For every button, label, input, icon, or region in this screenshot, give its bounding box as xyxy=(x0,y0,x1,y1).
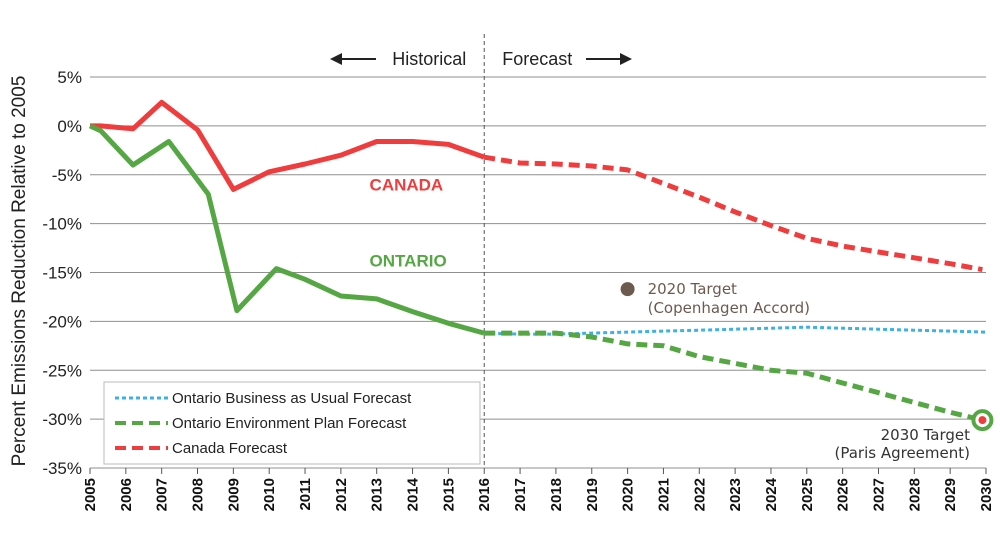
x-tick-label: 2029 xyxy=(942,478,959,511)
y-tick-label: -35% xyxy=(42,459,82,478)
y-tick-label: -15% xyxy=(42,264,82,283)
period-labels: Historical Forecast xyxy=(330,49,632,69)
legend-label: Ontario Environment Plan Forecast xyxy=(172,415,407,432)
y-tick-label: -25% xyxy=(42,361,82,380)
x-tick-label: 2014 xyxy=(405,477,422,511)
x-tick-label: 2012 xyxy=(333,478,350,511)
x-tick-label: 2022 xyxy=(691,478,708,511)
legend-label: Canada Forecast xyxy=(172,440,288,457)
x-tick-label: 2010 xyxy=(261,478,278,511)
x-tick-label: 2020 xyxy=(620,478,637,511)
y-tick-label: -5% xyxy=(52,166,82,185)
y-tick-label: -30% xyxy=(42,410,82,429)
x-axis-ticks: 2005 2006 2007 2008 2009 2010 2011 2012 2013 2014… xyxy=(82,468,995,511)
target-2020-marker xyxy=(620,282,635,297)
y-axis-ticks: 5% 0% -5% -10% -15% -20% -25% -30% -35% xyxy=(42,68,82,478)
x-tick-label: 2006 xyxy=(118,478,135,511)
x-tick-label: 2025 xyxy=(799,478,816,511)
x-tick-label: 2030 xyxy=(978,478,995,511)
series-line-ontario xyxy=(88,123,485,336)
x-tick-label: 2021 xyxy=(655,478,672,511)
series-label-canada: CANADA xyxy=(370,175,444,194)
gridlines xyxy=(90,76,986,469)
x-tick-label: 2019 xyxy=(584,478,601,511)
x-tick-label: 2008 xyxy=(190,478,207,511)
series-labels: CANADA ONTARIO xyxy=(370,175,447,270)
series-lines xyxy=(88,99,987,423)
y-tick-label: -20% xyxy=(42,312,82,331)
x-tick-label: 2018 xyxy=(548,478,565,511)
x-tick-label: 2005 xyxy=(82,478,99,511)
y-axis-label: Percent Emissions Reduction Relative to … xyxy=(9,76,30,467)
x-tick-label: 2007 xyxy=(154,478,171,511)
y-tick-label: 5% xyxy=(57,68,82,87)
x-tick-label: 2011 xyxy=(297,478,314,511)
x-tick-label: 2023 xyxy=(727,478,744,511)
target-2030-label-line2: (Paris Agreement) xyxy=(835,444,971,462)
target-2030-marker xyxy=(978,416,987,425)
x-tick-label: 2024 xyxy=(763,477,780,511)
historical-label: Historical xyxy=(392,49,466,69)
x-tick-label: 2017 xyxy=(512,478,529,511)
target-2020-label-line2: (Copenhagen Accord) xyxy=(648,299,810,317)
x-tick-label: 2028 xyxy=(906,478,923,511)
x-tick-label: 2009 xyxy=(225,478,242,511)
x-tick-label: 2013 xyxy=(369,478,386,511)
x-tick-label: 2027 xyxy=(870,478,887,511)
forecast-label: Forecast xyxy=(502,49,572,69)
series-line-canada-forecast xyxy=(483,154,983,273)
target-2030-label-line1: 2030 Target xyxy=(881,426,970,444)
series-line-canada xyxy=(90,99,486,192)
x-tick-label: 2015 xyxy=(440,478,457,511)
y-tick-label: -10% xyxy=(42,215,82,234)
legend-label: Ontario Business as Usual Forecast xyxy=(172,390,412,407)
y-tick-label: 0% xyxy=(57,117,82,136)
series-line-ontario-environment-plan-forecast xyxy=(484,330,983,423)
x-tick-label: 2026 xyxy=(835,478,852,511)
target-2020-label-line1: 2020 Target xyxy=(648,280,737,298)
series-label-ontario: ONTARIO xyxy=(370,252,447,271)
targets: 2020 Target(Copenhagen Accord) 2030 Targe… xyxy=(620,280,994,462)
historical-arrow-head xyxy=(330,53,342,65)
legend: Ontario Business as Usual Forecast Ontari… xyxy=(103,381,481,465)
forecast-arrow-head xyxy=(620,53,632,65)
x-tick-label: 2016 xyxy=(476,478,493,511)
